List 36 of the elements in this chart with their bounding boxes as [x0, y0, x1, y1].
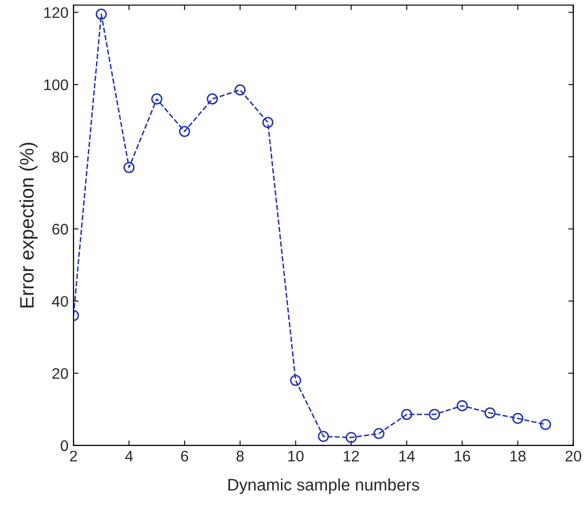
- x-tick-label: 8: [236, 450, 244, 462]
- point: [96, 8, 107, 20]
- x-tick-label: 14: [399, 450, 415, 462]
- point: [512, 412, 524, 424]
- y-tick-label: 20: [52, 368, 68, 379]
- x-tick-label: 18: [510, 450, 526, 462]
- y-axis-title: Error expection (%): [19, 142, 38, 308]
- point: [346, 432, 357, 444]
- point: [123, 162, 135, 174]
- y-tick-label: 100: [44, 79, 68, 90]
- point: [373, 428, 384, 440]
- y-tick-label: 80: [52, 152, 68, 162]
- point: [262, 116, 274, 128]
- y-tick-label: 0: [60, 440, 68, 452]
- y-tick-label: 120: [44, 7, 68, 18]
- point: [206, 93, 218, 105]
- x-tick-label: 20: [566, 450, 582, 462]
- point: [290, 374, 302, 386]
- point: [401, 408, 412, 420]
- y-tick-label: 60: [52, 224, 68, 235]
- x-tick-label: 4: [125, 450, 133, 462]
- point: [179, 126, 190, 137]
- x-tick-label: 12: [344, 450, 359, 462]
- point: [484, 407, 496, 419]
- y-tick-label: 40: [52, 296, 68, 307]
- x-tick-label: 2: [70, 450, 77, 462]
- point: [428, 408, 440, 420]
- x-tick-label: 16: [454, 450, 470, 462]
- point: [540, 418, 552, 430]
- x-tick-label: 10: [288, 450, 304, 462]
- x-tick-label: 6: [181, 450, 188, 462]
- point: [234, 84, 246, 96]
- point: [456, 400, 468, 412]
- point: [151, 93, 162, 105]
- x-axis-title: Dynamic sample numbers: [228, 478, 420, 494]
- point: [318, 430, 329, 442]
